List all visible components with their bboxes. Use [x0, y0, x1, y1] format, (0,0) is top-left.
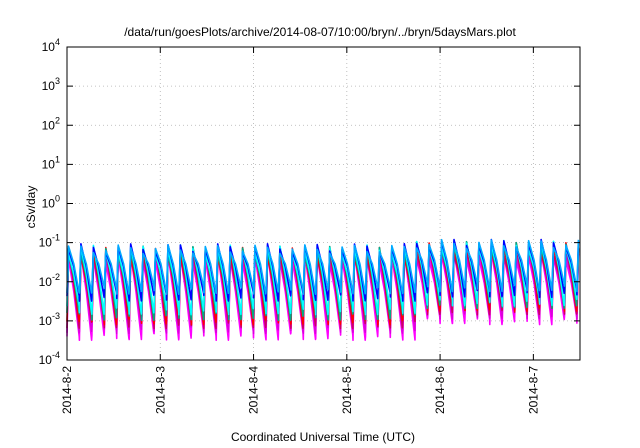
x-axis-title: Coordinated Universal Time (UTC): [231, 430, 415, 444]
y-tick-label: 102: [42, 115, 60, 132]
x-tick-label: 2014-8-5: [340, 366, 354, 414]
series-line-8: [66, 238, 580, 295]
y-tick-label: 10-2: [39, 272, 60, 289]
x-tick-label: 2014-8-7: [526, 366, 540, 414]
x-tick-label: 2014-8-2: [60, 366, 74, 414]
chart-title: /data/run/goesPlots/archive/2014-08-07/1…: [124, 25, 516, 39]
y-tick-label: 10-3: [39, 311, 60, 328]
y-tick-label: 10-4: [39, 350, 60, 367]
series-group: [66, 238, 580, 341]
x-tick-label: 2014-8-4: [247, 366, 261, 414]
x-tick-label: 2014-8-6: [433, 366, 447, 414]
series-line-6: [66, 239, 580, 316]
y-tick-label: 101: [42, 154, 60, 171]
y-tick-label: 104: [42, 37, 60, 54]
y-axis-title: cSv/day: [24, 186, 38, 229]
y-tick-label: 100: [42, 194, 60, 211]
x-tick-label: 2014-8-3: [153, 366, 167, 414]
axes: 10-4 10-3 10-2 10-1 100 101 102 103 104 2014-8-2 2…: [39, 37, 580, 414]
y-tick-label: 103: [42, 76, 60, 93]
y-tick-label: 10-1: [39, 233, 60, 250]
